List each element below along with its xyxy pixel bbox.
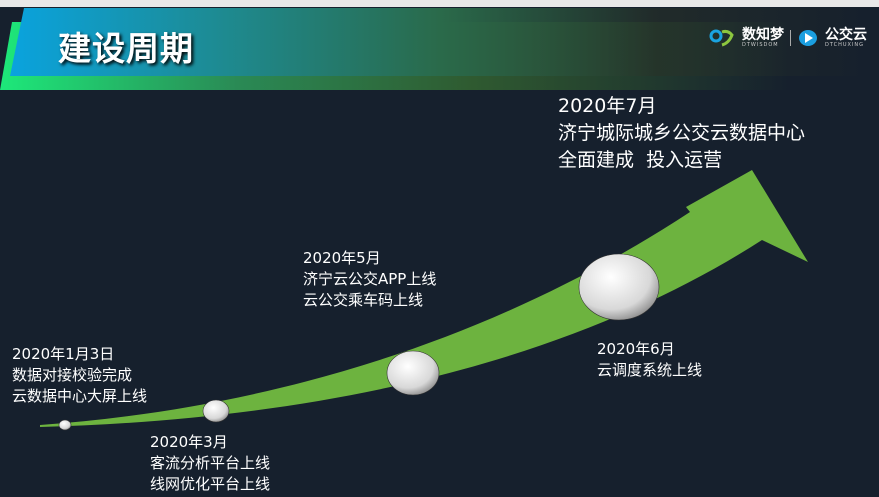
brand2-name: 公交云 [825, 27, 867, 43]
milestone-line: 济宁城际城乡公交云数据中心 [558, 122, 806, 144]
milestone-line: 客流分析平台上线 [150, 454, 271, 472]
milestone-label-3: 2020年5月 济宁云公交APP上线 云公交乘车码上线 [303, 248, 436, 311]
milestone-dot-4 [578, 253, 660, 321]
slide-title: 建设周期 [58, 29, 194, 68]
milestone-label-1: 2020年1月3日 数据对接校验完成 云数据中心大屏上线 [12, 344, 147, 407]
dtchuxing-logo-icon [799, 30, 817, 46]
logo-separator [790, 30, 791, 46]
milestone-line: 济宁云公交APP上线 [303, 270, 437, 288]
dtwisdom-logo-icon [709, 29, 734, 47]
milestone-line: 线网优化平台上线 [150, 475, 271, 493]
milestone-line: 云调度系统上线 [597, 361, 703, 379]
milestone-line: 云数据中心大屏上线 [12, 387, 148, 405]
milestone-line: 云公交乘车码上线 [303, 291, 424, 309]
milestone-label-4: 2020年6月 云调度系统上线 [597, 339, 702, 381]
milestone-date: 2020年5月 [303, 249, 381, 267]
milestone-dot-1 [58, 419, 72, 431]
milestone-dot-2 [202, 399, 230, 423]
brand1-sub: DTWISDOM [742, 42, 779, 48]
milestone-label-5: 2020年7月 济宁城际城乡公交云数据中心 全面建成 投入运营 [558, 93, 805, 174]
milestone-line: 全面建成 投入运营 [558, 149, 723, 171]
brand2-sub: DTCHUXING [825, 42, 865, 48]
milestone-date: 2020年7月 [558, 95, 657, 117]
milestone-date: 2020年1月3日 [12, 345, 115, 363]
milestone-date: 2020年6月 [597, 340, 675, 358]
milestone-date: 2020年3月 [150, 433, 228, 451]
brand1-name: 数知梦 [742, 27, 784, 43]
top-border [0, 0, 879, 7]
milestone-line: 数据对接校验完成 [12, 366, 133, 384]
milestone-dot-3 [386, 350, 440, 396]
milestone-label-2: 2020年3月 客流分析平台上线 线网优化平台上线 [150, 432, 270, 495]
logos: 数知梦 DTWISDOM 公交云 DTCHUXING [708, 28, 867, 48]
